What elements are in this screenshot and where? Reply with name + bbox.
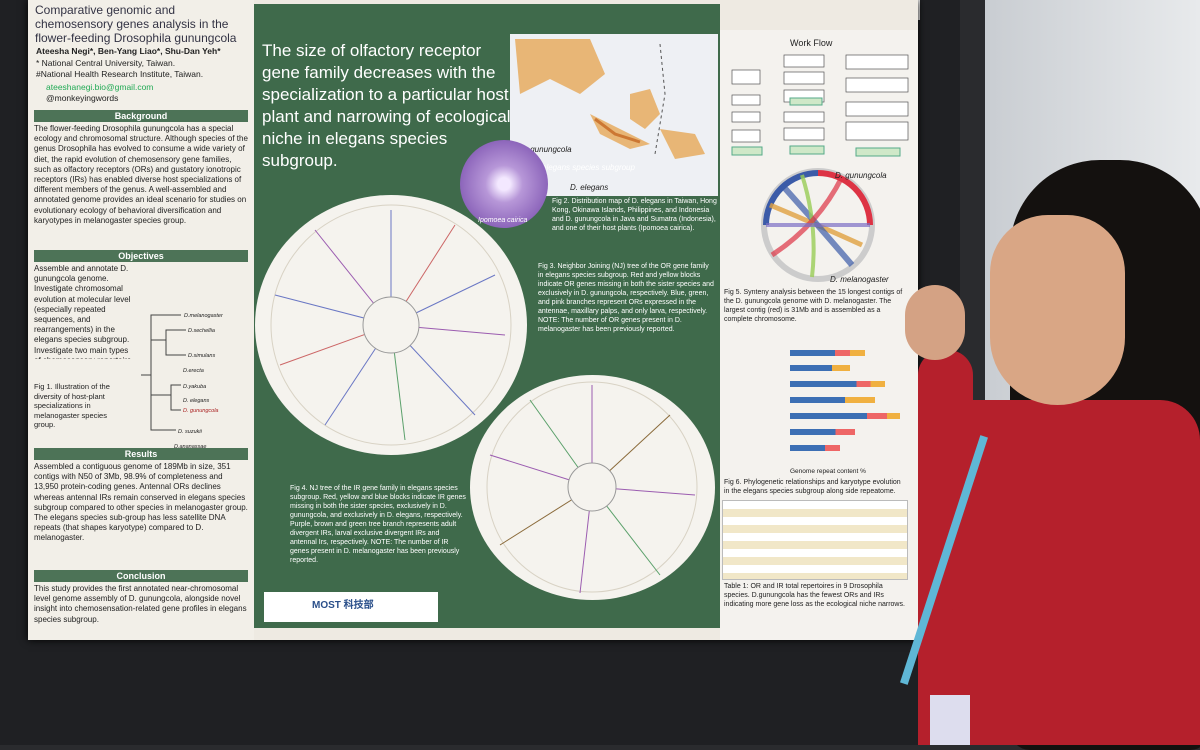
objectives-header: Objectives (34, 250, 248, 262)
social-handle: @monkeyingwords (46, 93, 119, 103)
map-label-elegans: D. elegans (570, 183, 609, 192)
fig6-caption: Fig 6. Phylogenetic relationships and ka… (724, 479, 901, 495)
synteny-chord-diagram (761, 168, 875, 282)
repeat-bar (790, 365, 850, 371)
affiliation-2: #National Health Research Institute, Tai… (36, 69, 204, 79)
results-header: Results (34, 448, 248, 460)
poster-left-column (28, 0, 254, 640)
person-face (990, 215, 1125, 405)
flower-label: Ipomoea cairica (478, 217, 528, 224)
fig2-caption: Fig 2. Distribution map of D. elegans in… (552, 198, 717, 232)
synteny-label-top: D. gunungcola (835, 171, 887, 180)
fig3-caption: Fig 3. Neighbor Joining (NJ) tree of the… (538, 263, 714, 333)
repeat-bar (790, 445, 840, 451)
objectives-text: Assemble and annotate D. gunungcola geno… (34, 264, 131, 359)
fig5-caption: Fig 5. Synteny analysis between the 15 l… (724, 289, 903, 323)
or-ir-table (722, 500, 908, 580)
conclusion-text: This study provides the first annotated … (34, 584, 247, 624)
synteny-label-bottom: D. melanogaster (830, 275, 889, 284)
or-gene-tree (255, 195, 527, 455)
fig4-caption: Fig 4. NJ tree of the IR gene family in … (290, 485, 466, 564)
fig1-caption: Fig 1. Illustration of the diversity of … (34, 382, 110, 429)
authors: Ateesha Negi*, Ben-Yang Liao*, Shu-Dan Y… (36, 46, 221, 56)
distribution-map: D. gunungcola elegans species subgroup D… (510, 34, 718, 196)
ir-gene-tree (470, 375, 715, 600)
email: ateeshanegi.bio@gmail.com (46, 82, 154, 92)
repeat-content-chart (730, 345, 908, 455)
svg-text:D.erecta: D.erecta (183, 368, 204, 374)
svg-text:D.yakuba: D.yakuba (183, 384, 206, 390)
svg-text:D.sechellia: D.sechellia (188, 328, 215, 334)
background-text: The flower-feeding Drosophila gunungcola… (34, 124, 248, 225)
repeat-bar (790, 381, 885, 387)
conclusion-header: Conclusion (34, 570, 248, 582)
background-header: Background (34, 110, 248, 122)
repeat-bar (790, 350, 865, 356)
table1-caption: Table 1: OR and IR total repertoires in … (724, 583, 905, 608)
workflow-header: Work Flow (790, 38, 833, 48)
sponsor-logos: MOST 科技部 (264, 592, 438, 622)
repeat-bar (790, 413, 900, 419)
name-badge (930, 695, 970, 745)
svg-text:D.simulans: D.simulans (188, 353, 215, 359)
svg-text:D. elegans: D. elegans (183, 398, 210, 404)
repeat-bar (790, 429, 855, 435)
map-label-subgroup: elegans species subgroup (542, 163, 635, 172)
map-label-gunungcola: D. gunungcola (520, 145, 572, 154)
svg-text:D.melanogaster: D.melanogaster (184, 313, 224, 319)
results-text: Assembled a contiguous genome of 189Mb i… (34, 462, 248, 543)
most-logo-text: MOST 科技部 (312, 600, 374, 611)
person-hand (905, 285, 965, 360)
poster-title: Comparative genomic and chemosensory gen… (35, 3, 237, 45)
svg-text:D.ananassae: D.ananassae (174, 444, 206, 450)
svg-text:D. gunungcola: D. gunungcola (183, 408, 218, 414)
poster-headline: The size of olfactory receptor gene fami… (262, 41, 511, 170)
species-phylogeny: D.melanogaster D.sechellia D.simulans D.… (141, 313, 224, 450)
affiliation-1: * National Central University, Taiwan. (36, 58, 176, 68)
ipomoea-flower-photo (460, 140, 548, 228)
repeat-bar (790, 397, 875, 403)
workflow-diagram (731, 54, 909, 157)
svg-text:D. suzukii: D. suzukii (178, 429, 203, 435)
repeat-axis-label: Genome repeat content % (790, 468, 866, 475)
